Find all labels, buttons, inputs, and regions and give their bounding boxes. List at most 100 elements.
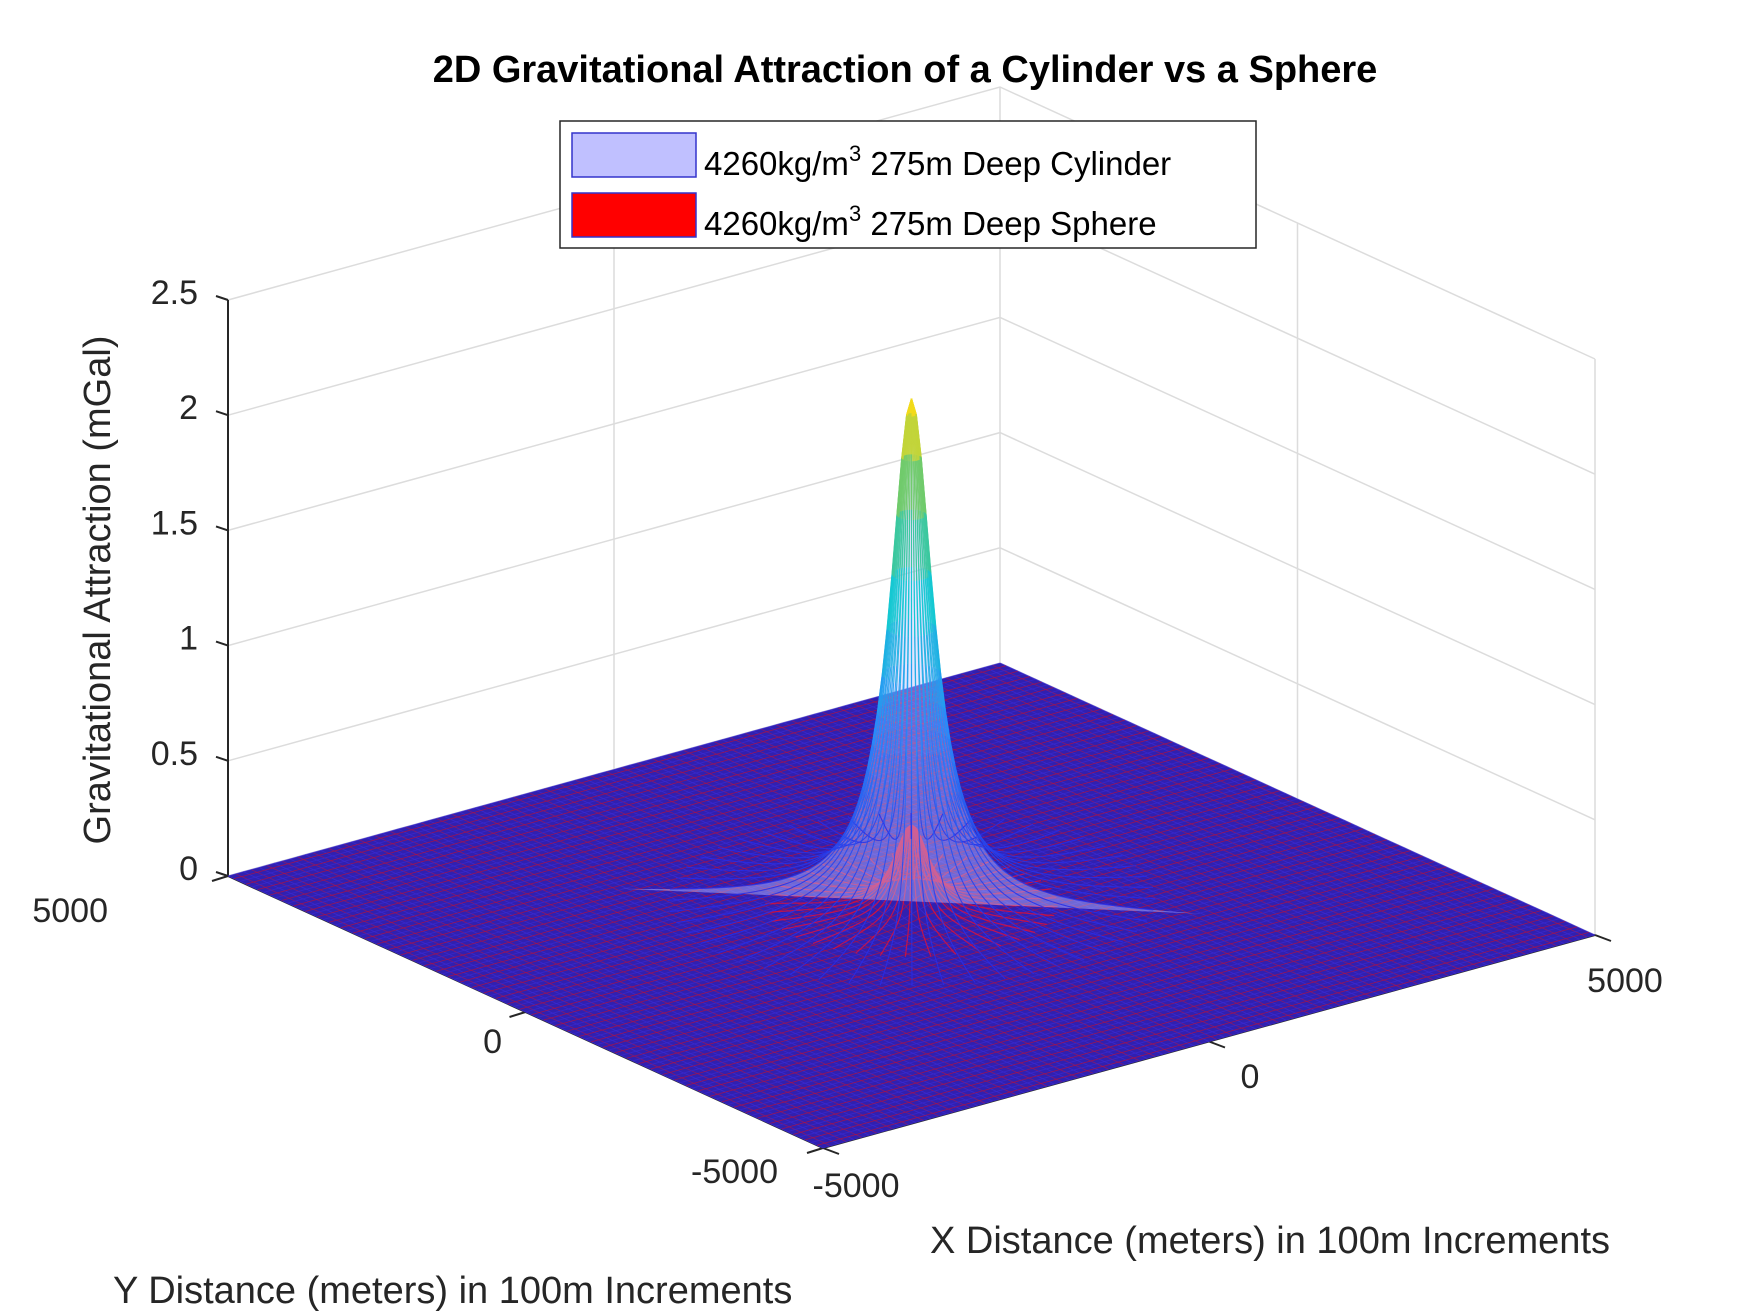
cylinder-mesh-line — [991, 965, 995, 968]
cylinder-mesh-line — [890, 945, 893, 949]
cylinder-mesh-line — [1005, 860, 1011, 864]
cylinder-mesh-line — [879, 678, 886, 717]
cylinder-mesh-line — [1029, 909, 1035, 913]
cylinder-mesh-line — [930, 940, 933, 944]
cylinder-mesh-line — [996, 878, 1002, 884]
cylinder-mesh-line — [929, 820, 933, 826]
cylinder-mesh-line — [1069, 915, 1074, 918]
cylinder-mesh-line — [738, 838, 743, 841]
cylinder-mesh-line — [1011, 957, 1015, 960]
cylinder-mesh-line — [1075, 899, 1081, 902]
cylinder-mesh-line — [973, 868, 978, 876]
cylinder-mesh-line — [1038, 872, 1044, 875]
cylinder-mesh-line — [890, 621, 895, 667]
cylinder-mesh-line — [868, 840, 871, 843]
cylinder-mesh-line — [997, 971, 1000, 974]
cylinder-mesh-line — [1087, 920, 1092, 923]
cylinder-mesh-line — [733, 945, 738, 948]
cylinder-mesh-line — [925, 755, 929, 783]
cylinder-mesh-line — [1019, 863, 1025, 866]
cylinder-mesh-line — [795, 842, 799, 844]
cylinder-mesh-line — [1096, 857, 1102, 860]
cylinder-mesh-line — [823, 945, 827, 949]
cylinder-mesh-line — [877, 675, 884, 714]
cylinder-surface — [621, 398, 1202, 986]
cylinder-mesh-line — [831, 938, 835, 942]
cylinder-mesh-line — [877, 884, 881, 892]
cylinder-mesh-line — [881, 679, 887, 719]
sphere-mesh-line — [674, 866, 1447, 1081]
cylinder-mesh-line — [820, 838, 824, 841]
cylinder-mesh-line — [1010, 889, 1016, 894]
cylinder-mesh-line — [958, 791, 964, 810]
cylinder-mesh-line — [961, 827, 967, 840]
cylinder-mesh-line — [871, 901, 875, 907]
cylinder-mesh-line — [1008, 857, 1013, 860]
cylinder-mesh-line — [831, 919, 835, 923]
cylinder-mesh-line — [928, 837, 930, 840]
cylinder-mesh-line — [986, 858, 993, 866]
cylinder-mesh-line — [763, 921, 769, 925]
cylinder-mesh-line — [1062, 841, 1067, 844]
cylinder-mesh-line — [920, 635, 924, 684]
cylinder-mesh-line — [828, 941, 832, 945]
cylinder-mesh-line — [924, 785, 928, 798]
cylinder-mesh-line — [910, 398, 917, 415]
cylinder-mesh-line — [970, 896, 975, 902]
cylinder-mesh-line — [930, 870, 933, 879]
cylinder-mesh-line — [884, 903, 888, 909]
cylinder-mesh-line — [935, 959, 938, 963]
cylinder-mesh-line — [845, 868, 851, 876]
cylinder-mesh-line — [985, 830, 988, 833]
cylinder-mesh-line — [859, 962, 862, 966]
cylinder-mesh-line — [867, 831, 871, 836]
cylinder-mesh-line — [968, 839, 972, 841]
cylinder-mesh-line — [1066, 897, 1072, 900]
cylinder-mesh-line — [967, 911, 971, 917]
cylinder-mesh-line — [863, 865, 868, 875]
cylinder-mesh-line — [1027, 948, 1031, 951]
cylinder-mesh-line — [736, 893, 741, 896]
cylinder-mesh-line — [1001, 855, 1007, 860]
cylinder-mesh-line — [925, 664, 930, 702]
cylinder-mesh-line — [1113, 855, 1119, 858]
cylinder-mesh-line — [936, 836, 939, 839]
cylinder-mesh-line — [1026, 968, 1030, 971]
cylinder-mesh-line — [928, 682, 933, 722]
cylinder-mesh-line — [1054, 963, 1058, 967]
cylinder-mesh-line — [1114, 926, 1119, 929]
cylinder-mesh-line — [1045, 942, 1050, 945]
cylinder-mesh-line — [995, 853, 1002, 858]
cylinder-mesh-line — [978, 834, 984, 842]
cylinder-mesh-line — [923, 635, 927, 684]
cylinder-mesh-line — [968, 972, 971, 976]
cylinder-mesh-line — [965, 968, 968, 972]
z-tick-label: 0.5 — [151, 735, 198, 773]
cylinder-mesh-line — [953, 792, 959, 805]
cylinder-mesh-line — [840, 843, 847, 853]
cylinder-mesh-line — [840, 909, 844, 914]
cylinder-mesh-line — [923, 512, 929, 571]
cylinder-mesh-line — [852, 825, 859, 838]
cylinder-mesh-line — [988, 890, 994, 896]
cylinder-mesh-line — [709, 939, 714, 942]
cylinder-mesh-line — [780, 926, 785, 930]
cylinder-mesh-line — [1047, 833, 1051, 836]
cylinder-mesh-line — [801, 830, 805, 833]
cylinder-mesh-line — [971, 941, 974, 945]
cylinder-mesh-line — [797, 967, 801, 970]
legend-label-cylinder: 4260kg/m3 275m Deep Cylinder — [704, 141, 1171, 182]
cylinder-mesh-line — [864, 792, 870, 806]
cylinder-mesh-line — [781, 956, 785, 959]
cylinder-mesh-line — [919, 723, 923, 757]
cylinder-mesh-line — [748, 852, 753, 855]
cylinder-mesh-line — [776, 906, 782, 910]
cylinder-mesh-line — [741, 942, 746, 946]
cylinder-mesh-line — [930, 754, 935, 782]
cylinder-mesh-line — [776, 928, 781, 932]
cylinder-mesh-line — [862, 769, 869, 791]
cylinder-mesh-line — [1128, 906, 1134, 909]
y-tick-label: 5000 — [32, 892, 108, 930]
cylinder-mesh-line — [1022, 871, 1028, 875]
cylinder-mesh-line — [999, 947, 1003, 951]
